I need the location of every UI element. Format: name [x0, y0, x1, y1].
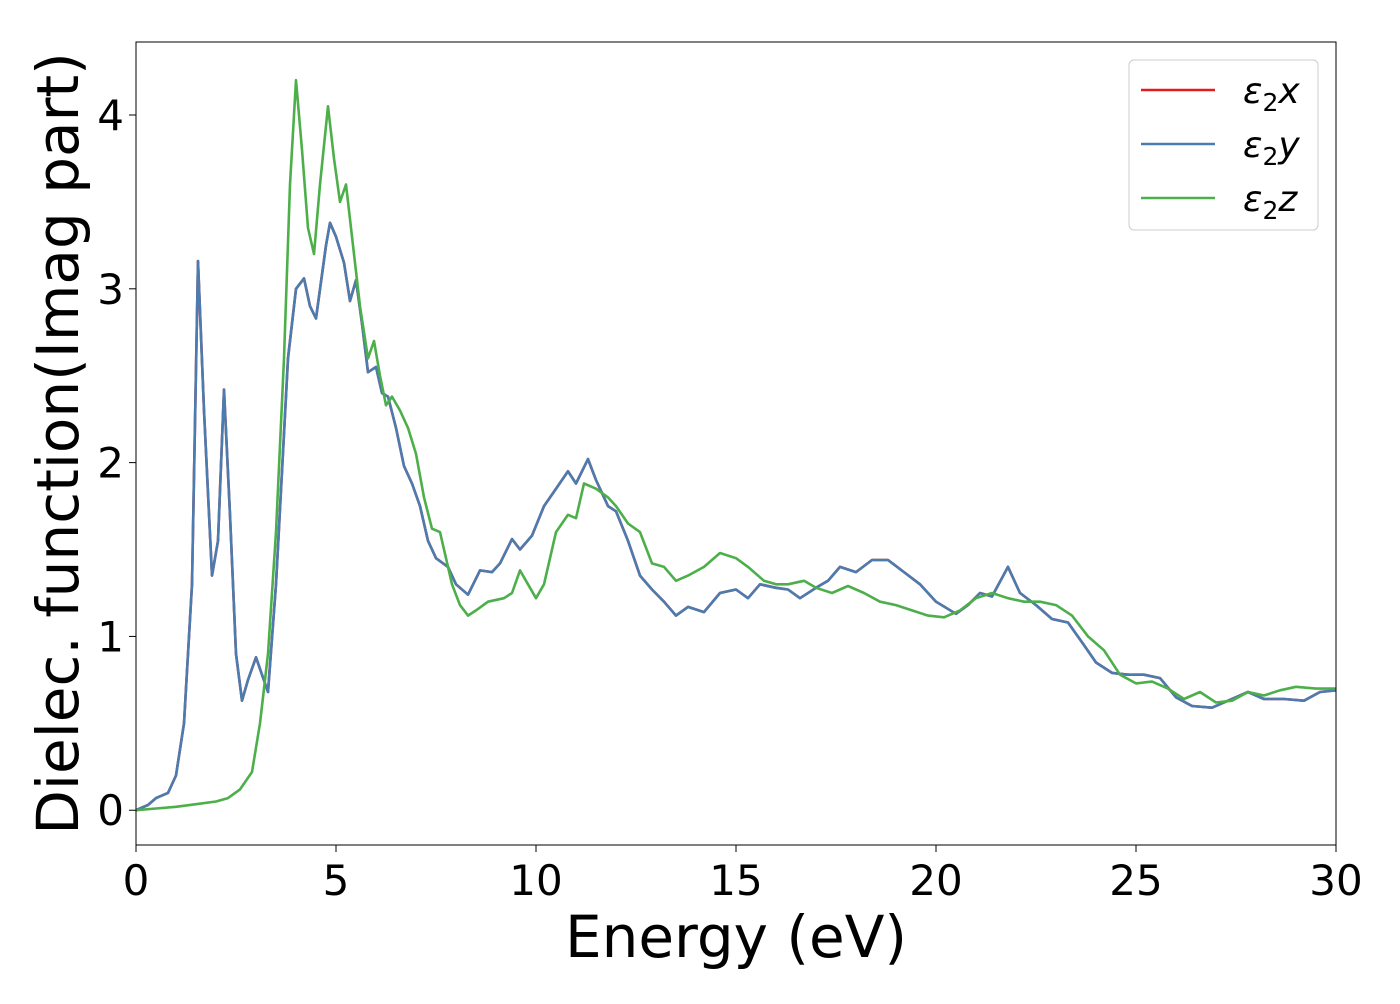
series-line-y — [136, 221, 1336, 812]
y-axis-ticks: 0 1 2 3 4 — [97, 91, 136, 835]
y-tick-label: 4 — [97, 91, 124, 140]
legend: ε2x ε2y ε2z — [1128, 59, 1319, 231]
y-tick-label: 2 — [97, 439, 124, 488]
legend-label-y: ε2y — [1243, 125, 1300, 171]
legend-box — [1128, 59, 1319, 231]
x-axis-ticks: 0 5 10 15 20 25 30 — [123, 845, 1363, 905]
x-tick-label: 15 — [709, 856, 762, 905]
y-tick-label: 3 — [97, 265, 124, 314]
x-tick-label: 0 — [123, 856, 150, 905]
y-tick-label: 0 — [97, 786, 124, 835]
y-axis-label: Dielec. function(Imag part) — [24, 52, 92, 835]
legend-label-z: ε2z — [1243, 179, 1298, 225]
series-line-z — [136, 78, 1336, 812]
legend-label-x: ε2x — [1243, 71, 1300, 117]
x-tick-label: 20 — [909, 856, 962, 905]
x-tick-label: 30 — [1309, 856, 1362, 905]
x-tick-label: 5 — [323, 856, 350, 905]
y-tick-label: 1 — [97, 612, 124, 661]
x-axis-label: Energy (eV) — [565, 903, 907, 971]
x-tick-label: 10 — [509, 856, 562, 905]
series-layer — [136, 78, 1336, 812]
x-tick-label: 25 — [1109, 856, 1162, 905]
